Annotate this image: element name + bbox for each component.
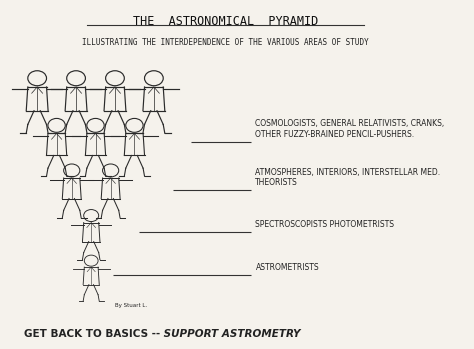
Text: By Stuart L.: By Stuart L.: [115, 303, 147, 307]
Text: ATMOSPHERES, INTERIORS, INTERSTELLAR MED.
THEORISTS: ATMOSPHERES, INTERIORS, INTERSTELLAR MED…: [255, 168, 440, 187]
Text: SUPPORT ASTROMETRY: SUPPORT ASTROMETRY: [160, 329, 301, 339]
Text: GET BACK TO BASICS --: GET BACK TO BASICS --: [24, 329, 160, 339]
Text: ILLUSTRATING THE INTERDEPENDENCE OF THE VARIOUS AREAS OF STUDY: ILLUSTRATING THE INTERDEPENDENCE OF THE …: [82, 38, 369, 47]
Text: COSMOLOGISTS, GENERAL RELATIVISTS, CRANKS,
OTHER FUZZY-BRAINED PENCIL-PUSHERS.: COSMOLOGISTS, GENERAL RELATIVISTS, CRANK…: [255, 119, 445, 139]
Text: ASTROMETRISTS: ASTROMETRISTS: [255, 263, 319, 272]
Text: THE  ASTRONOMICAL  PYRAMID: THE ASTRONOMICAL PYRAMID: [133, 15, 318, 28]
Text: SPECTROSCOPISTS PHOTOMETRISTS: SPECTROSCOPISTS PHOTOMETRISTS: [255, 220, 394, 229]
